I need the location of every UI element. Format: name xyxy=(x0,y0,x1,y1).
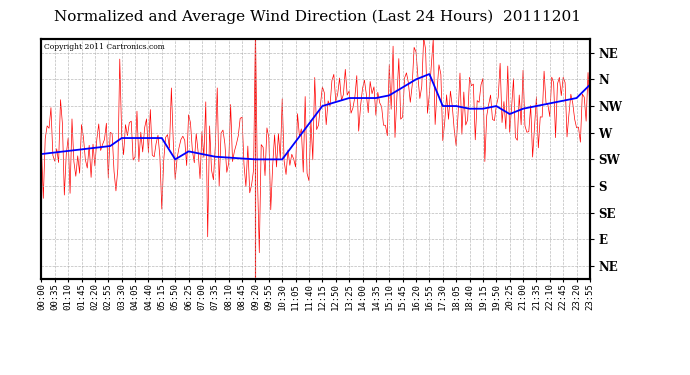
Text: Normalized and Average Wind Direction (Last 24 Hours)  20111201: Normalized and Average Wind Direction (L… xyxy=(54,9,581,24)
Text: Copyright 2011 Cartronics.com: Copyright 2011 Cartronics.com xyxy=(44,43,165,51)
